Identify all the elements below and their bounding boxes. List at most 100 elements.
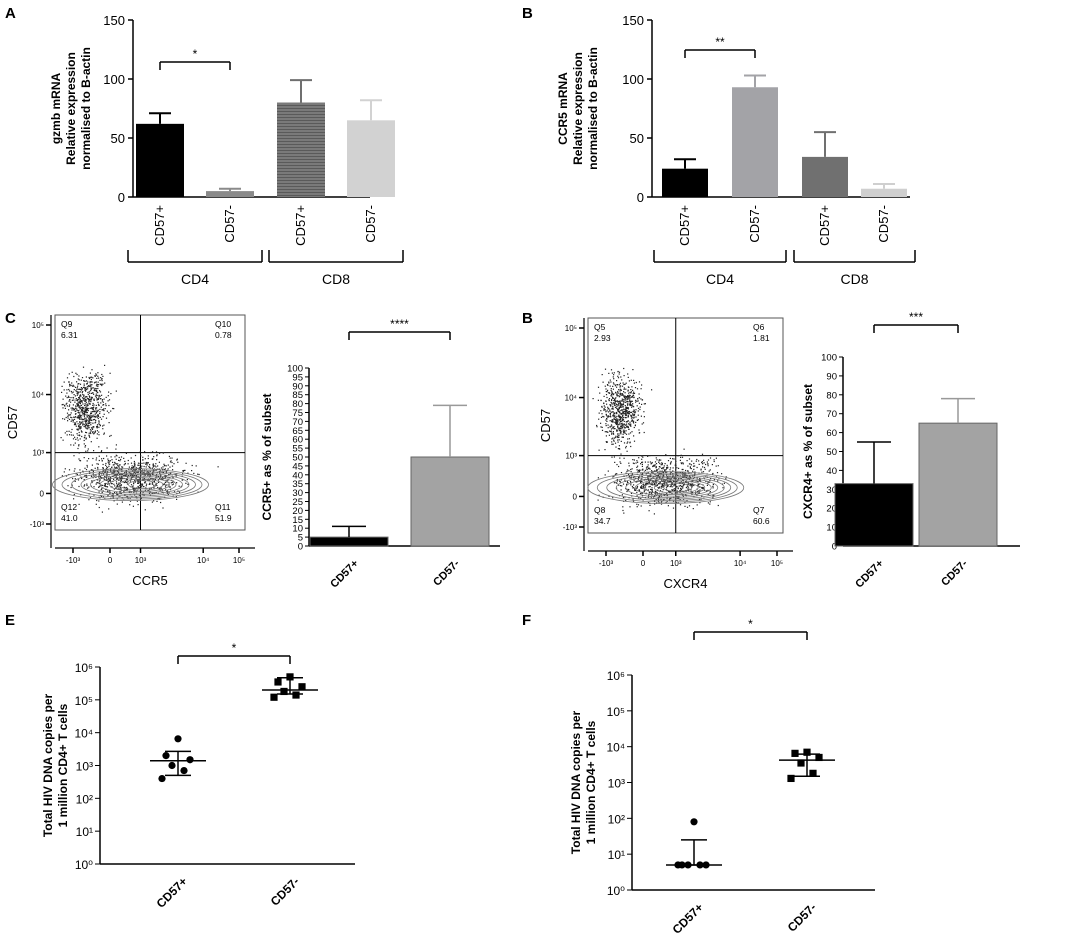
panel-b-flow-event	[633, 440, 636, 442]
panel-c-flow-event	[89, 399, 91, 401]
panel-c-flow-event	[134, 454, 137, 457]
panel-b-flow-event	[631, 419, 633, 421]
panel-c-flow-event	[98, 491, 100, 493]
panel-c-flow-event	[74, 413, 77, 415]
panel-b-flow-event	[621, 420, 623, 422]
panel-b-flow-event	[618, 435, 620, 437]
panel-c-flow-event	[118, 488, 120, 490]
panel-c-flow-event	[75, 399, 77, 401]
panel-b-flow-event	[615, 391, 617, 393]
panel-b-flow-event	[615, 435, 617, 437]
panel-b-flow-event	[623, 388, 625, 390]
panel-c-flow-event	[110, 483, 112, 485]
panel-c-flow-event	[115, 458, 117, 460]
panel-b-flow-event	[623, 383, 625, 386]
panel-b-flow-event	[599, 392, 601, 394]
panel-b-flow-event	[707, 463, 709, 465]
panel-c-flow-event	[85, 390, 87, 392]
panel-c-flow-event	[72, 478, 74, 480]
panel-c-flow-event	[90, 401, 92, 403]
panel-b-flow-event	[630, 475, 632, 477]
panel-c-flow-event	[111, 459, 113, 461]
panel-b-flow-event	[636, 388, 639, 390]
panel-b-flow-event	[616, 478, 618, 481]
panel-b-flow-event	[681, 456, 684, 458]
panel-b-flow-event	[681, 482, 684, 484]
panel-b-flow-event	[625, 472, 627, 474]
panel-c-flow-event	[152, 478, 154, 480]
panel-c-flow-event	[73, 470, 75, 472]
panel-c-flow-event	[85, 406, 87, 408]
panel-b-flow-event	[646, 469, 648, 471]
panel-c-flow-event	[80, 430, 82, 432]
panel-b-flow-event	[627, 408, 629, 410]
panel-c-flow-event	[109, 435, 111, 437]
panel-b-flow-event	[688, 488, 690, 490]
panel-b-flow-event	[640, 487, 642, 489]
panel-b-flow-event	[619, 382, 621, 384]
panel-b-flow-event	[629, 432, 632, 434]
panel-b-flow-event	[627, 412, 629, 415]
panel-c-flow-event	[61, 391, 63, 393]
panel-c-flow-event	[160, 467, 163, 469]
panel-b-flow-event	[610, 393, 613, 395]
panel-c-flow-event	[86, 460, 88, 462]
panel-b-flow-event	[609, 385, 611, 387]
panel-b-flow-event	[622, 496, 625, 499]
panel-b-flow-event	[701, 471, 703, 473]
panel-b-top-category-label-0: CD57+	[677, 205, 692, 246]
panel-c-flow-event	[82, 386, 84, 389]
panel-c-flow-event	[92, 404, 94, 406]
panel-c-flow-event	[151, 501, 153, 503]
panel-b-flow-event	[636, 491, 638, 493]
panel-b-flow-event	[608, 398, 611, 400]
panel-c-flow-event	[110, 393, 112, 395]
panel-c-flow-event	[145, 463, 147, 465]
panel-c-flow-event	[111, 483, 113, 485]
panel-c-flow-event	[79, 424, 81, 426]
panel-c-flow-event	[84, 426, 86, 428]
panel-c-flow-event	[98, 482, 100, 484]
panel-b-flow-event	[690, 489, 692, 491]
panel-c-flow-event	[79, 405, 81, 407]
panel-c-flow-event	[102, 473, 105, 475]
panel-b-flow-event	[617, 439, 619, 441]
panel-b-flow-event	[647, 475, 649, 477]
panel-c-bar-ytick-label: 25	[292, 497, 303, 508]
panel-c-flow-event	[171, 461, 173, 464]
panel-c-flow-event	[101, 378, 103, 380]
panel-c-flow-event	[129, 481, 132, 483]
panel-c-flow-event	[129, 479, 131, 481]
panel-b-flow-event	[652, 480, 654, 482]
panel-c-flow-event	[83, 414, 85, 416]
panel-c-flow-event	[90, 416, 92, 418]
panel-c-flow-event	[106, 486, 109, 488]
panel-c-flow-event	[102, 416, 104, 418]
panel-c-flow-quadrant-value-1: 0.78	[215, 330, 232, 340]
panel-b-bar-ytick-label: 50	[826, 447, 837, 458]
panel-c-bar-ytick-label: 75	[292, 408, 303, 419]
panel-c-flow-event	[96, 482, 98, 484]
panel-c-flow-event	[80, 395, 82, 397]
panel-c-flow-event	[84, 387, 86, 389]
panel-b-flow-event	[702, 463, 704, 465]
panel-b-flow-event	[705, 463, 707, 466]
panel-b-flow-event	[641, 458, 643, 460]
panel-b-flow-event	[624, 479, 626, 481]
panel-b-flow-event	[635, 381, 637, 384]
panel-c-flow-event	[83, 419, 85, 421]
panel-b-flow-event	[623, 367, 625, 370]
panel-b-flow-event	[636, 495, 638, 497]
panel-b-flow-event	[649, 485, 651, 488]
panel-c-flow-event	[132, 470, 134, 472]
panel-c-flow-contour-0	[52, 468, 209, 502]
panel-b-flow-quadrant-value-3: 60.6	[753, 516, 770, 526]
panel-b-flow-event	[620, 385, 622, 387]
panel-c-flow-event	[85, 409, 87, 411]
panel-b-flow-event	[660, 473, 662, 475]
panel-b-flow-event	[666, 464, 668, 466]
panel-b-flow-event	[614, 402, 616, 405]
panel-b-flow-event	[636, 460, 638, 462]
panel-b-flow-event	[666, 483, 668, 485]
panel-c-flow-event	[82, 403, 84, 405]
